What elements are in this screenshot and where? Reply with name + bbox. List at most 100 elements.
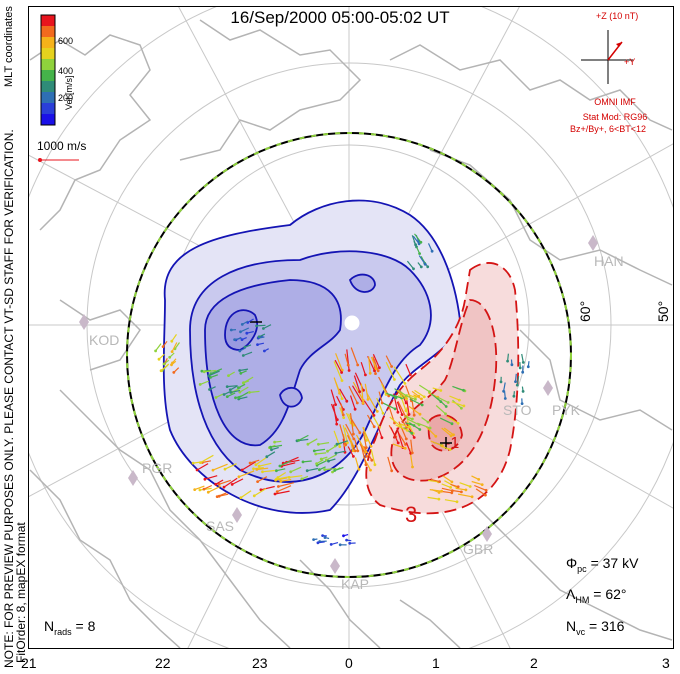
velocity-vector-origin	[154, 349, 158, 353]
velocity-vector-origin	[375, 410, 379, 413]
velocity-vector	[276, 468, 286, 472]
velocity-vector-origin	[222, 485, 226, 489]
velocity-vector-origin	[279, 479, 283, 483]
coordinates-label: MLT coordinates	[3, 6, 15, 87]
velocity-vector	[459, 482, 471, 488]
velocity-vector-origin	[420, 397, 423, 401]
velocity-vector-origin	[520, 402, 524, 405]
velocity-vector-origin	[444, 405, 448, 408]
velocity-vector-origin	[426, 265, 430, 269]
velocity-vector	[400, 423, 410, 428]
velocity-vector	[210, 368, 223, 375]
velocity-vector	[339, 388, 348, 402]
velocity-vector-origin	[358, 431, 362, 435]
velocity-vector	[378, 391, 383, 404]
colorbar-swatch	[41, 59, 55, 71]
velocity-vector-origin	[352, 437, 356, 441]
velocity-vector-origin	[368, 371, 372, 375]
velocity-vector	[414, 389, 425, 398]
velocity-vector-origin	[214, 482, 218, 486]
velocity-vector-origin	[237, 386, 240, 390]
velocity-vector	[240, 327, 250, 333]
velocity-vector-origin	[420, 403, 424, 407]
velocity-vector	[199, 487, 212, 491]
velocity-vector	[427, 243, 433, 252]
velocity-vector	[315, 452, 327, 455]
velocity-vector-origin	[450, 480, 454, 484]
velocity-vector	[389, 416, 401, 427]
velocity-vector-origin	[378, 366, 381, 370]
velocity-vector	[355, 434, 367, 453]
velocity-vector	[353, 375, 361, 392]
velocity-vector-origin	[237, 475, 241, 479]
velocity-vector	[280, 478, 292, 482]
velocity-vector	[404, 421, 415, 438]
velocity-vector-origin	[257, 464, 261, 468]
velocity-vector	[349, 413, 354, 435]
velocity-vector	[406, 418, 420, 426]
velocity-vector	[360, 383, 364, 404]
velocity-vector-origin	[362, 388, 365, 392]
velocity-vector	[314, 448, 326, 452]
velocity-vector	[410, 439, 413, 453]
velocity-vector	[437, 397, 447, 407]
velocity-vector-origin	[526, 365, 530, 369]
velocity-vector-origin	[366, 398, 370, 401]
velocity-vector-origin	[393, 378, 396, 381]
velocity-vector	[446, 416, 459, 424]
velocity-vector	[376, 397, 384, 414]
velocity-vector-origin	[403, 446, 407, 450]
velocity-vector	[413, 394, 422, 400]
velocity-vector	[393, 366, 406, 384]
velocity-vector	[362, 426, 372, 447]
dawn-cell	[365, 262, 520, 515]
velocity-vector	[452, 399, 462, 409]
velocity-vector	[227, 385, 238, 388]
velocity-vector	[354, 457, 360, 470]
velocity-vector-origin	[314, 452, 318, 456]
velocity-vector-origin	[195, 468, 199, 472]
pole-marker	[344, 315, 360, 331]
extrema-markers	[250, 321, 452, 449]
velocity-vector	[204, 475, 218, 480]
velocity-vector-origin	[419, 240, 423, 244]
velocity-vector-origin	[455, 500, 459, 504]
velocity-vector	[326, 454, 337, 461]
velocity-vector	[381, 383, 387, 395]
velocity-vector-origin	[452, 433, 455, 437]
velocity-vector-origin	[338, 391, 341, 395]
velocity-vector-origin	[252, 494, 256, 498]
velocity-vector-origin	[456, 485, 460, 489]
velocity-vector-origin	[323, 536, 327, 539]
velocity-vector-origin	[252, 467, 255, 471]
velocity-vector-origin	[515, 383, 519, 387]
velocity-vector-origin	[199, 461, 202, 464]
velocity-vector-origin	[361, 401, 365, 405]
velocity-vector	[238, 391, 249, 399]
velocity-vector-origin	[450, 422, 454, 426]
velocity-vector-origin	[365, 439, 368, 442]
velocity-vector-origin	[287, 476, 291, 479]
velocity-vector-origin	[335, 422, 339, 426]
velocity-vector-origin	[351, 449, 355, 453]
velocity-vector-origin	[369, 444, 373, 448]
velocity-vector-origin	[357, 468, 361, 471]
velocity-vector	[443, 427, 454, 436]
velocity-vector-origin	[460, 490, 463, 494]
velocity-vector	[316, 460, 327, 466]
stat-nrads: Nrads = 8	[44, 618, 96, 637]
velocity-vector-origin	[393, 407, 397, 411]
velocity-vector	[350, 347, 359, 366]
velocity-vector-origin	[412, 424, 416, 427]
velocity-vector	[243, 351, 253, 357]
site-label-sto: STO	[503, 402, 532, 418]
velocity-vector-origin	[446, 401, 450, 404]
velocity-vector-origin	[256, 343, 259, 346]
velocity-vector	[430, 440, 443, 447]
velocity-vector	[340, 403, 344, 416]
velocity-vector-origin	[312, 538, 315, 541]
velocity-vector	[256, 324, 266, 327]
velocity-vector-origin	[317, 442, 320, 446]
velocity-vector-origin	[233, 338, 237, 341]
velocity-vector	[204, 369, 216, 373]
